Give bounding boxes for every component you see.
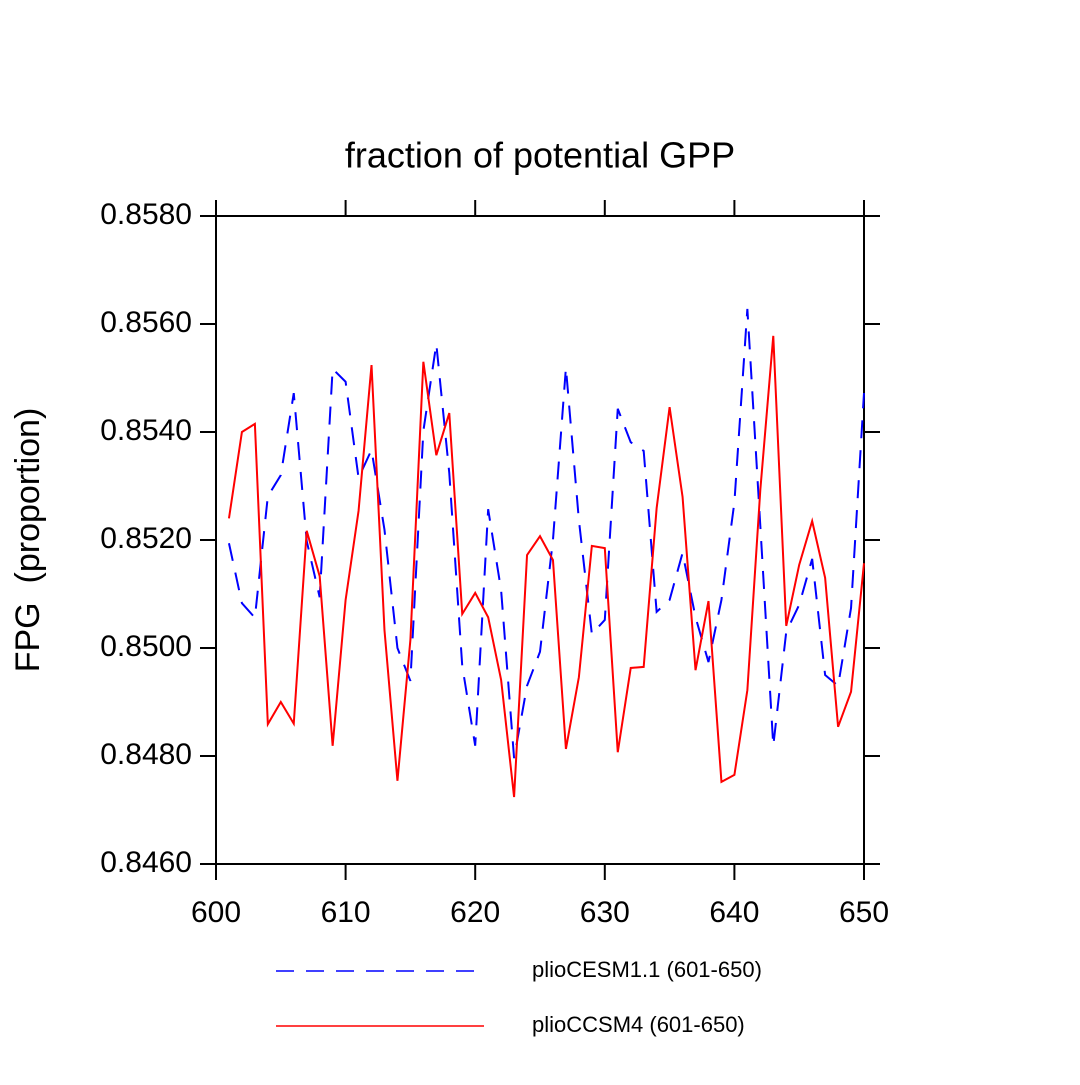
x-tick-label: 650 [839,896,889,929]
y-tick-label: 0.8500 [100,630,192,663]
plot-frame [215,215,865,865]
y-tick-label: 0.8520 [100,522,192,555]
x-tick-label: 600 [191,896,241,929]
chart-title: fraction of potential GPP [345,135,735,176]
legend-label: plioCCSM4 (601-650) [532,1012,745,1037]
y-tick-label: 0.8460 [100,846,192,879]
x-tick-label: 640 [709,896,759,929]
y-axis-label: FPG (proportion) [9,408,47,673]
y-tick-label: 0.8560 [100,306,192,339]
x-tick-label: 630 [580,896,630,929]
y-tick-label: 0.8580 [100,198,192,231]
x-tick-label: 610 [321,896,371,929]
series-line [227,335,865,798]
series-line [227,308,865,759]
x-tick-label: 620 [450,896,500,929]
y-tick-label: 0.8540 [100,414,192,447]
legend-label: plioCESM1.1 (601-650) [532,957,762,982]
y-tick-label: 0.8480 [100,738,192,771]
